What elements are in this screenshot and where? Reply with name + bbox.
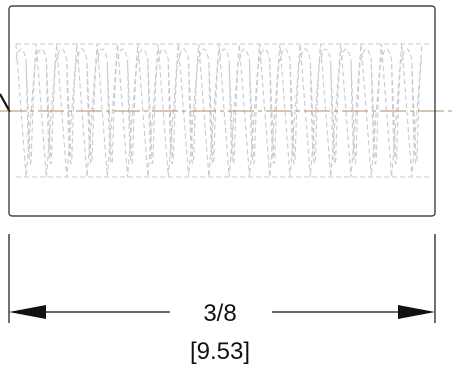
arrowhead-right [398,305,435,319]
part-outline [8,5,436,217]
dimension-metric: [9.53] [190,338,250,365]
leader-arrow [0,93,11,113]
dimension-fraction: 3/8 [203,300,236,327]
arrowhead-left [9,305,46,319]
hidden-thread-lines [15,43,432,178]
